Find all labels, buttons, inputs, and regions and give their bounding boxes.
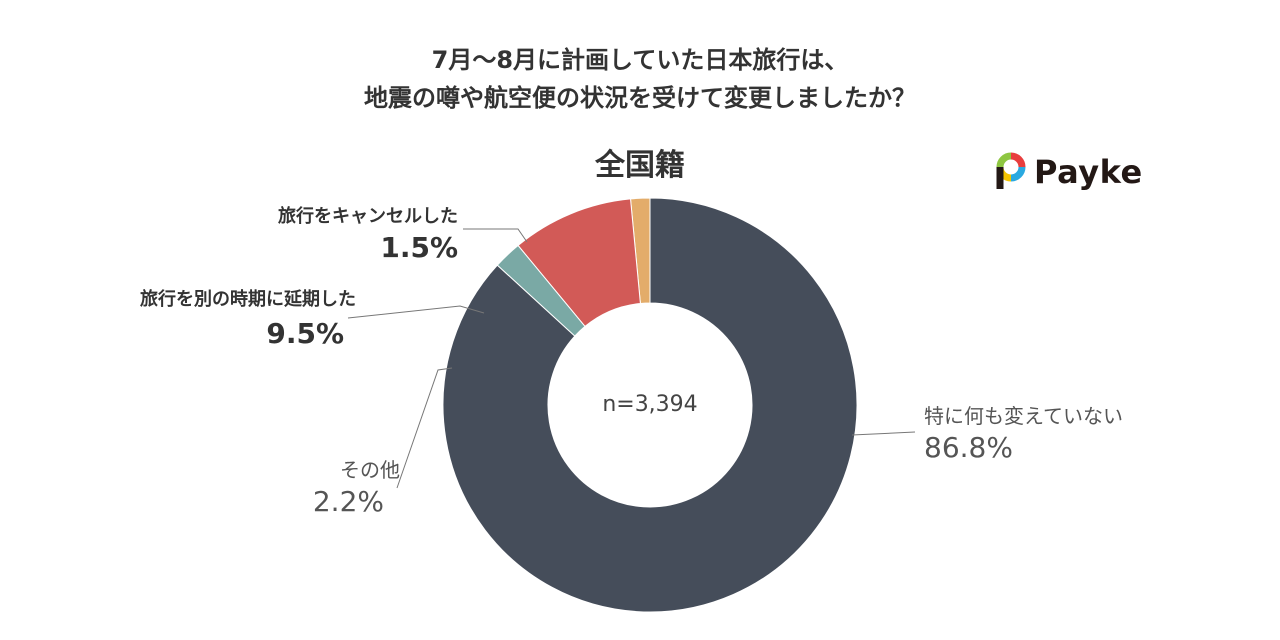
donut-slice <box>517 198 641 328</box>
slice-value-label: 86.8% <box>924 431 1013 464</box>
slice-label: 旅行をキャンセルした <box>278 205 458 227</box>
payke-logo-icon <box>996 152 1026 189</box>
slice-value-label: 1.5% <box>380 231 458 264</box>
payke-logo: Payke <box>994 150 1143 194</box>
leader-line <box>396 367 453 489</box>
donut-slice <box>442 197 858 613</box>
slice-label: 旅行を別の時期に延期した <box>140 288 356 310</box>
chart-title-line-1: 7月〜8月に計画していた日本旅行は、 <box>431 46 849 74</box>
chart-subtitle: 全国籍 <box>595 148 685 183</box>
payke-logo-text: Payke <box>1034 153 1143 191</box>
slice-label: その他 <box>340 458 400 482</box>
slice-label: 特に何も変えていない <box>924 404 1123 428</box>
leader-line <box>463 228 528 243</box>
slice-value-label: 2.2% <box>313 485 384 518</box>
slice-value-label: 9.5% <box>266 317 344 350</box>
leader-line <box>851 431 916 436</box>
chart-title-line-2: 地震の噂や航空便の状況を受けて変更しましたか？ <box>364 84 916 112</box>
donut-slice <box>496 244 586 337</box>
center-label: n=3,394 <box>602 392 697 417</box>
leader-line <box>347 305 485 319</box>
